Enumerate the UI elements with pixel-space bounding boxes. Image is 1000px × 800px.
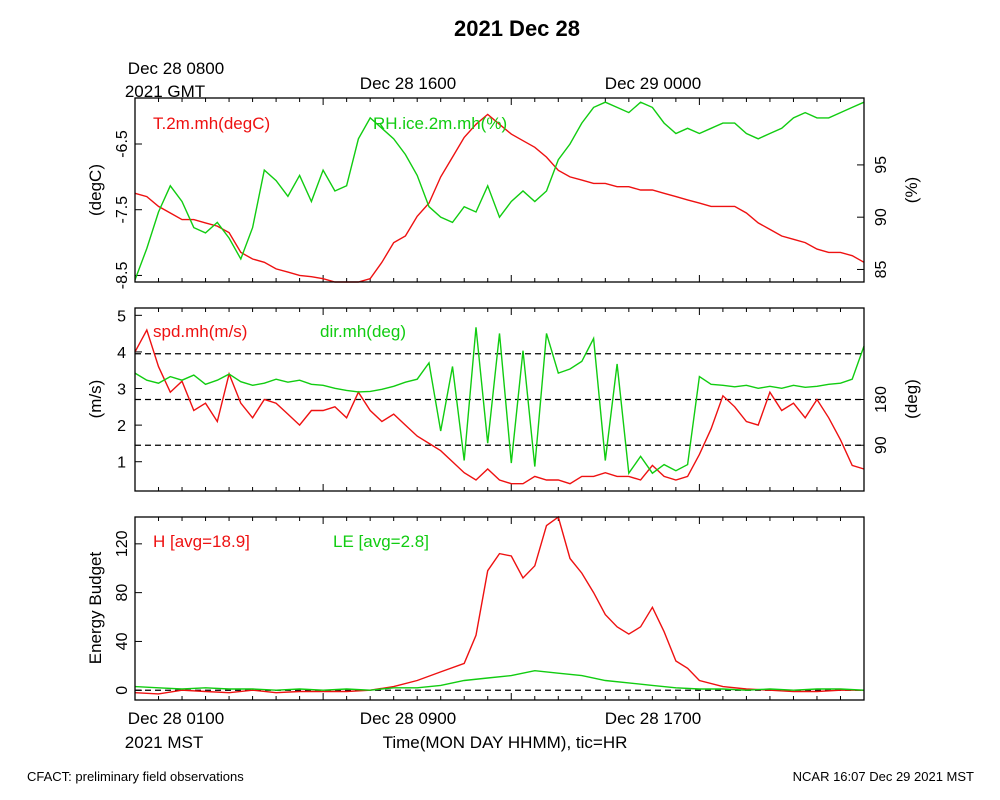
y-tick-label-left: 40 (114, 632, 131, 650)
y-tick-label-left: 4 (117, 345, 126, 362)
panel2-frame (134, 307, 865, 492)
y-tick-label-left: 5 (117, 308, 126, 325)
legend-wind-speed: spd.mh(m/s) (153, 322, 247, 341)
panel3-frame (134, 516, 865, 701)
series-line-wind-speed (134, 328, 865, 485)
y-tick-label-right: 90 (873, 208, 890, 226)
y-tick-label-left: 80 (114, 584, 131, 602)
y-tick-label-left: -6.5 (114, 130, 131, 158)
panel-energy-budget: 0 40 80 120 H [avg=18.9] LE [avg=2.8] Energ… (86, 515, 865, 701)
panel1-right-axis-label: (%) (902, 177, 921, 203)
panel2-y-ticks: 1 2 3 4 5 90 180 (117, 308, 890, 471)
legend-wind-direction: dir.mh(deg) (320, 322, 406, 341)
top-axis-first-label-line1: Dec 28 0800 (128, 59, 224, 78)
y-tick-label-right: 180 (873, 386, 890, 413)
y-tick-label-left: 0 (114, 686, 131, 695)
y-tick-label-left: 120 (114, 530, 131, 557)
bottom-axis-first-label-line1: Dec 28 0100 (128, 709, 224, 728)
y-tick-label-right: 85 (873, 260, 890, 278)
panel2-reference-lines (135, 353, 864, 446)
series-line-wind-direction (134, 327, 865, 476)
figure-title: 2021 Dec 28 (454, 16, 580, 41)
panel-wind: 1 2 3 4 5 90 180 spd.mh(m/s) dir.mh(deg) (m/s)… (86, 307, 921, 492)
footer-left: CFACT: preliminary field observations (27, 769, 244, 784)
series-line-temperature (134, 113, 865, 283)
y-tick-label-left: 2 (117, 418, 126, 435)
y-tick-label-right: 90 (873, 436, 890, 454)
y-tick-label-left: -7.5 (114, 196, 131, 224)
y-tick-label-left: 3 (117, 382, 126, 399)
legend-sensible-heat: H [avg=18.9] (153, 532, 250, 551)
series-line-latent-heat (134, 669, 865, 691)
bottom-axis-label-2: Dec 28 1700 (605, 709, 701, 728)
x-axis-title: Time(MON DAY HHMM), tic=HR (383, 733, 628, 752)
series-line-sensible-heat (134, 515, 864, 695)
panel1-x-ticks (134, 98, 865, 282)
panel3-left-axis-label: Energy Budget (86, 551, 105, 664)
top-axis-label-2: Dec 29 0000 (605, 74, 701, 93)
series-line-relative-humidity (134, 101, 865, 281)
panel2-right-axis-label: (deg) (902, 379, 921, 419)
bottom-axis-first-label-line2: 2021 MST (125, 733, 203, 752)
panel3-y-ticks: 0 40 80 120 (114, 530, 142, 695)
legend-latent-heat: LE [avg=2.8] (333, 532, 429, 551)
y-tick-label-right: 95 (873, 156, 890, 174)
top-axis-label-1: Dec 28 1600 (360, 74, 456, 93)
panel2-left-axis-label: (m/s) (86, 380, 105, 419)
legend-relative-humidity: RH.ice.2m.mh(%) (373, 114, 507, 133)
y-tick-label-left: -8.5 (114, 262, 131, 290)
y-tick-label-left: 1 (117, 455, 126, 472)
legend-temperature: T.2m.mh(degC) (153, 114, 270, 133)
footer-right: NCAR 16:07 Dec 29 2021 MST (793, 769, 974, 784)
panel1-left-axis-label: (degC) (86, 164, 105, 216)
panel-temperature-humidity: -8.5 -7.5 -6.5 85 90 95 T.2m.mh(degC) RH.ice.… (86, 97, 921, 289)
panel1-y-ticks: -8.5 -7.5 -6.5 85 90 95 (114, 130, 890, 289)
top-axis-first-label-line2: 2021 GMT (125, 82, 205, 101)
panel1-frame (134, 97, 865, 283)
panel3-x-ticks (134, 517, 865, 700)
bottom-axis-label-1: Dec 28 0900 (360, 709, 456, 728)
